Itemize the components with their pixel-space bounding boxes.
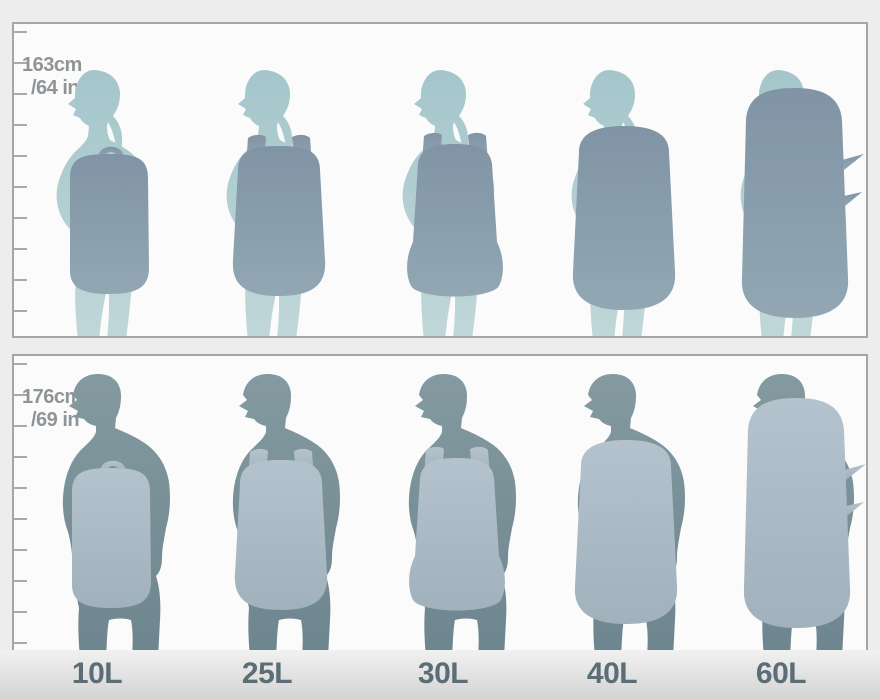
backpack-25l-icon	[232, 134, 326, 296]
figure-woman-25l	[182, 60, 352, 336]
size-label-band: 10L 25L 30L 40L 60L	[0, 650, 880, 699]
woman-silhouette-icon	[402, 70, 503, 336]
backpack-30l-icon	[409, 446, 505, 611]
height-label-women: 163cm /64 in	[22, 54, 82, 100]
ruler-men	[14, 363, 27, 652]
woman-silhouette-icon	[571, 70, 676, 336]
height-cm-women: 163cm	[22, 54, 82, 76]
backpack-10l-icon	[69, 146, 149, 294]
backpack-60l-icon	[743, 398, 866, 628]
size-label-10l: 10L	[71, 657, 123, 690]
size-label-40l: 40L	[586, 657, 638, 690]
height-in-men: /69 in	[31, 409, 80, 431]
man-silhouette-icon	[62, 374, 171, 652]
figure-man-40l	[527, 368, 697, 652]
figure-man-60l	[696, 368, 866, 652]
figure-woman-10l	[14, 60, 182, 336]
backpack-40l-icon	[572, 126, 676, 310]
figure-man-25l	[182, 368, 352, 652]
height-label-men: 176cm /69 in	[22, 386, 82, 432]
backpack-60l-icon	[741, 88, 864, 318]
size-label-25l: 25L	[241, 657, 293, 690]
figure-woman-60l	[696, 60, 866, 336]
woman-silhouette-icon	[56, 70, 149, 336]
woman-silhouette-icon	[740, 70, 864, 336]
woman-silhouette-icon	[226, 70, 326, 336]
height-in-women: /64 in	[31, 77, 80, 99]
backpack-30l-icon	[407, 132, 503, 297]
man-silhouette-icon	[743, 374, 866, 652]
height-cm-men: 176cm	[22, 386, 82, 408]
figure-man-30l	[358, 368, 528, 652]
women-panel: 163cm /64 in	[12, 22, 868, 338]
man-silhouette-icon	[574, 374, 685, 652]
man-silhouette-icon	[232, 374, 340, 652]
men-panel: 176cm /69 in	[12, 354, 868, 652]
ruler-women	[14, 31, 27, 336]
man-silhouette-icon	[408, 374, 516, 652]
figure-woman-30l	[358, 60, 528, 336]
backpack-10l-icon	[71, 460, 151, 608]
size-label-60l: 60L	[755, 657, 807, 690]
figure-man-10l	[14, 368, 182, 652]
figure-woman-40l	[527, 60, 697, 336]
backpack-40l-icon	[574, 440, 678, 624]
size-label-30l: 30L	[417, 657, 469, 690]
backpack-25l-icon	[234, 448, 328, 610]
